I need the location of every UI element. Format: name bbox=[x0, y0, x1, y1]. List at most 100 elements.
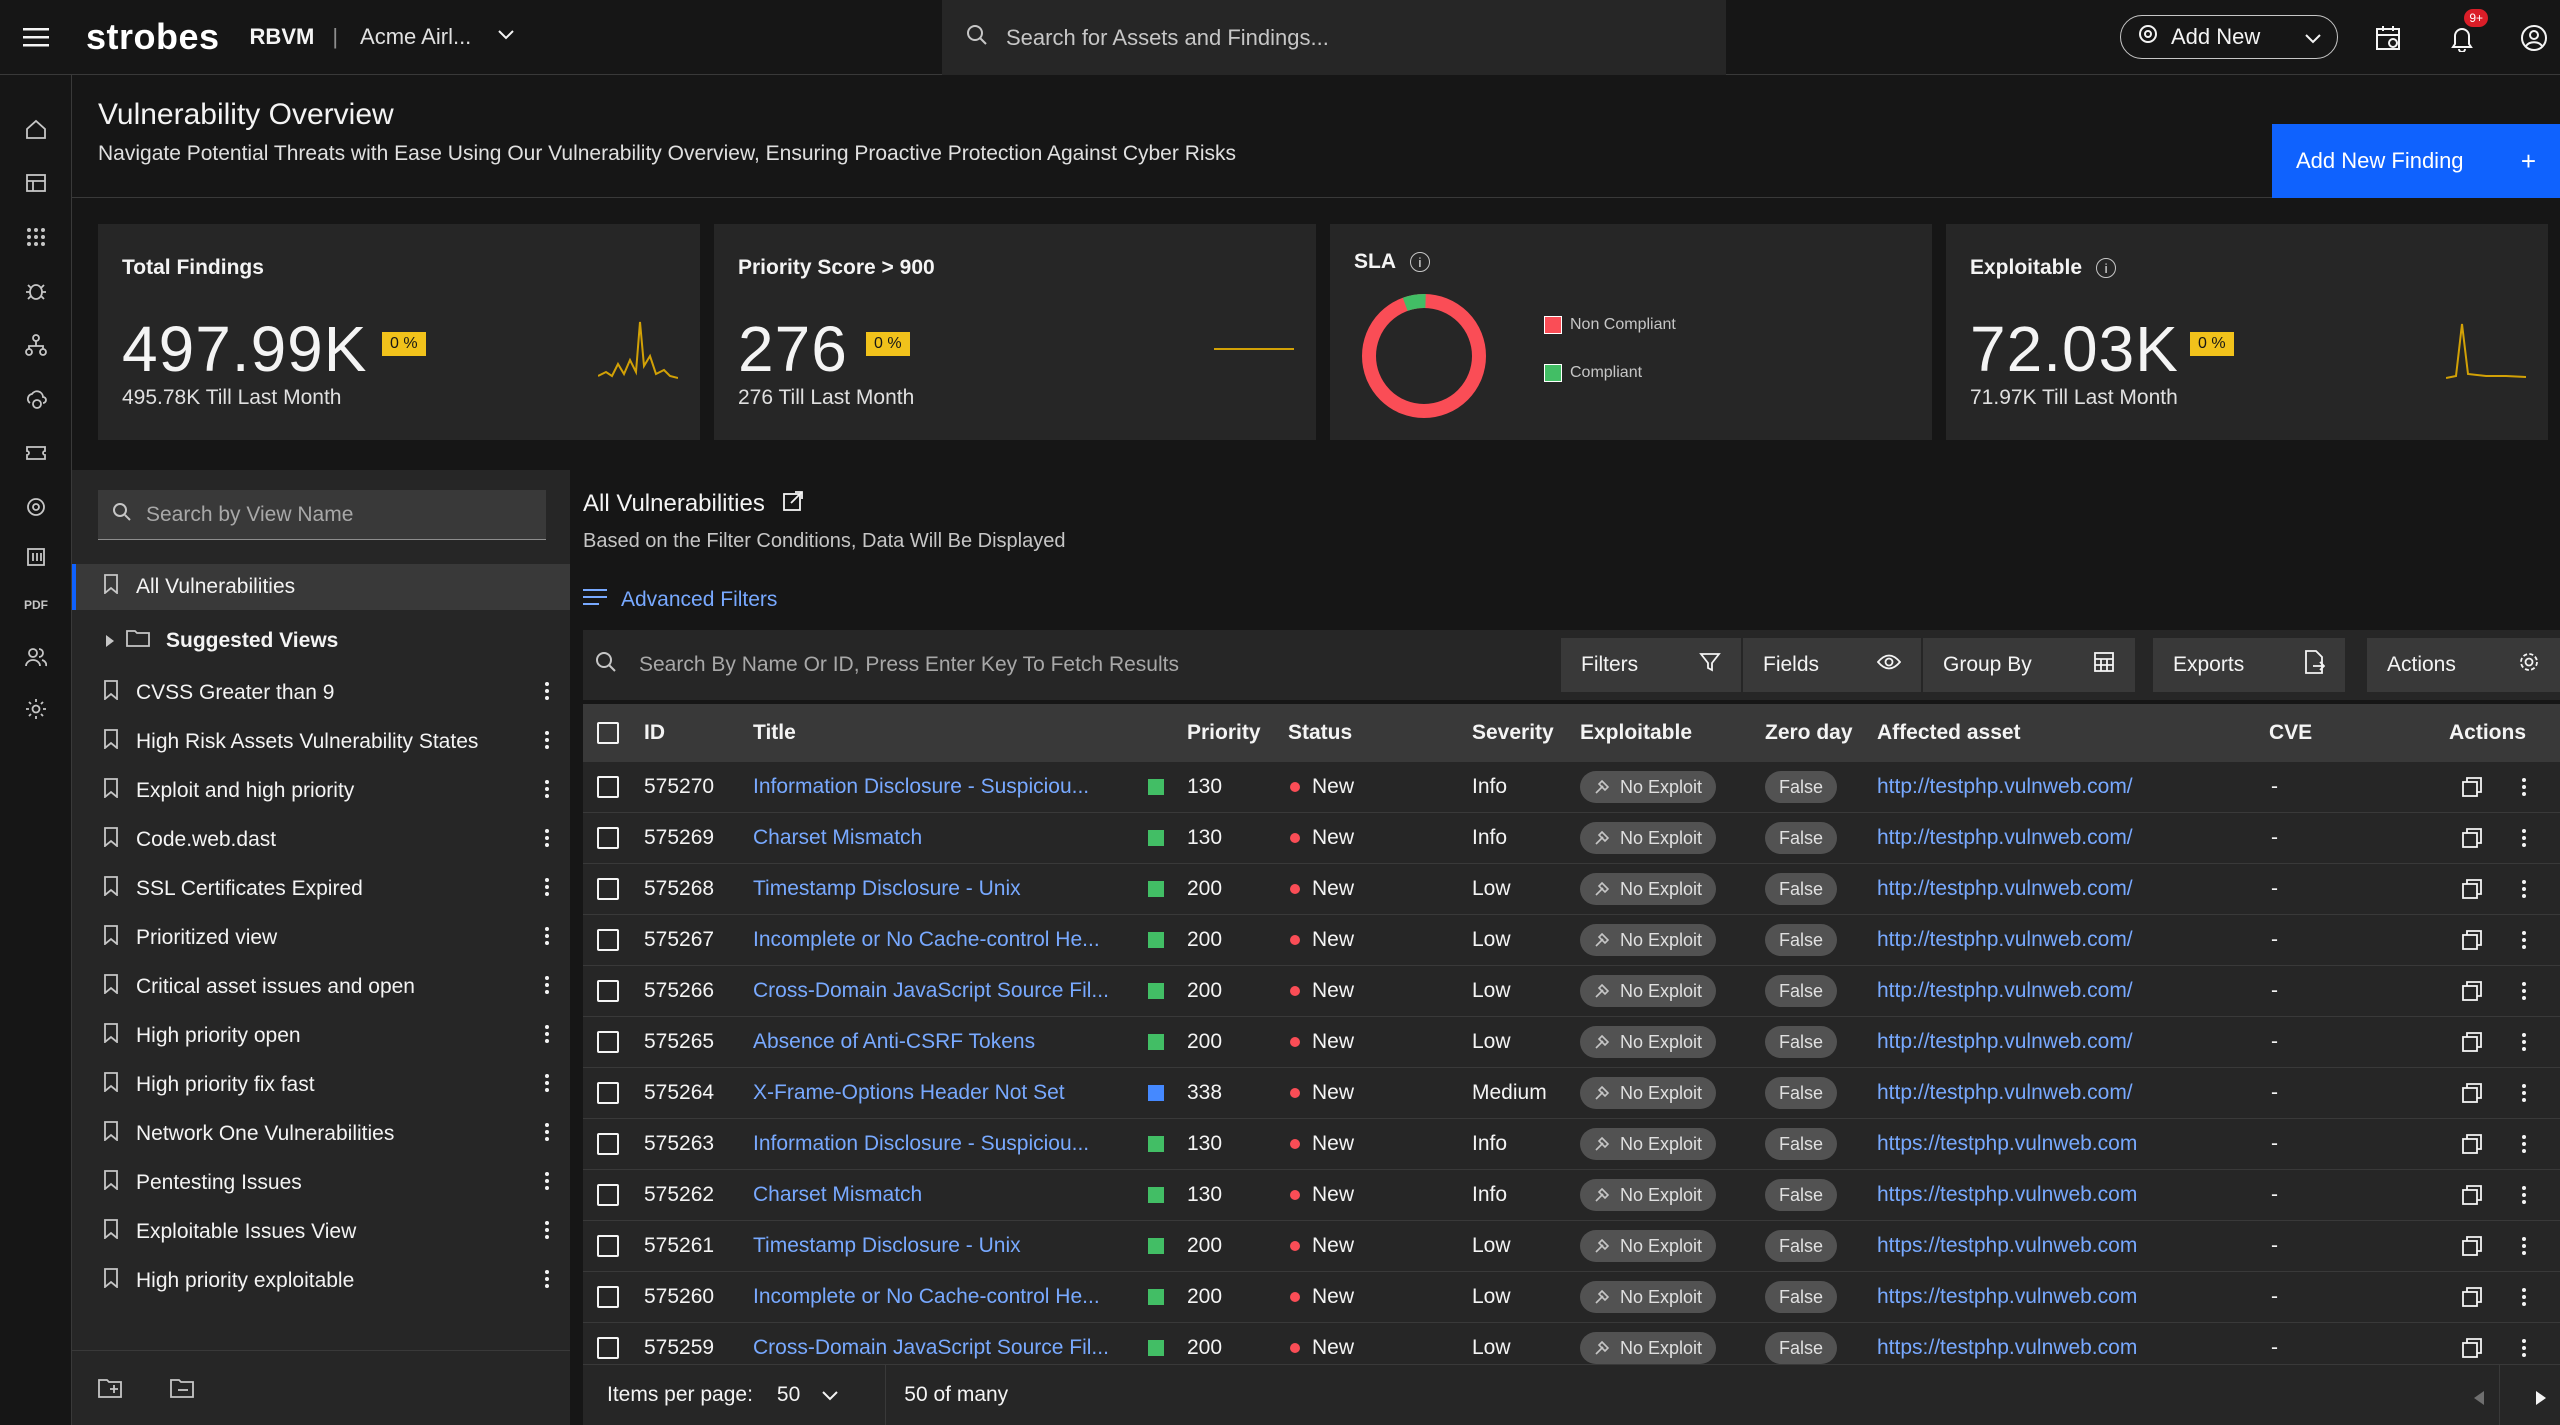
menu-icon[interactable] bbox=[0, 0, 72, 75]
ticket-icon[interactable] bbox=[20, 437, 52, 469]
select-all-checkbox[interactable] bbox=[597, 704, 619, 762]
overflow-menu-icon[interactable] bbox=[2521, 1068, 2527, 1118]
info-icon[interactable]: i bbox=[1410, 252, 1430, 272]
overflow-menu-icon[interactable] bbox=[544, 1121, 550, 1149]
add-new-finding-button[interactable]: Add New Finding + bbox=[2272, 124, 2560, 198]
cloud-sync-icon[interactable] bbox=[20, 383, 52, 415]
overflow-menu-icon[interactable] bbox=[2521, 1272, 2527, 1322]
cell-title-link[interactable]: Incomplete or No Cache-control He... bbox=[753, 1285, 1100, 1308]
cell-title-link[interactable]: X-Frame-Options Header Not Set bbox=[753, 1081, 1065, 1104]
caret-left-icon[interactable] bbox=[2474, 1387, 2484, 1411]
overflow-menu-icon[interactable] bbox=[544, 729, 550, 757]
table-row[interactable]: 575261 Timestamp Disclosure - Unix 200 New L… bbox=[583, 1221, 2560, 1272]
row-checkbox[interactable] bbox=[597, 762, 619, 812]
table-row[interactable]: 575270 Information Disclosure - Suspiciou… bbox=[583, 762, 2560, 813]
cell-affected-asset-link[interactable]: https://testphp.vulnweb.com bbox=[1877, 1285, 2138, 1308]
cell-affected-asset-link[interactable]: https://testphp.vulnweb.com bbox=[1877, 1336, 2138, 1359]
view-item[interactable]: High priority exploitable bbox=[72, 1258, 570, 1304]
row-checkbox[interactable] bbox=[597, 813, 619, 863]
table-row[interactable]: 575262 Charset Mismatch 130 New Info No Explo… bbox=[583, 1170, 2560, 1221]
overflow-menu-icon[interactable] bbox=[544, 1219, 550, 1247]
col-header-title[interactable]: Title bbox=[753, 721, 796, 744]
view-item[interactable]: Exploit and high priority bbox=[72, 768, 570, 814]
overflow-menu-icon[interactable] bbox=[544, 974, 550, 1002]
chevron-down-icon[interactable] bbox=[497, 28, 515, 46]
col-header-status[interactable]: Status bbox=[1288, 721, 1353, 744]
cell-title-link[interactable]: Cross-Domain JavaScript Source Fil... bbox=[753, 979, 1109, 1002]
logo[interactable]: strobes bbox=[86, 16, 220, 57]
view-item[interactable]: High priority open bbox=[72, 1013, 570, 1059]
col-header-affected-asset[interactable]: Affected asset bbox=[1877, 721, 2021, 744]
view-item[interactable]: Code.web.dast bbox=[72, 817, 570, 863]
col-header-severity[interactable]: Severity bbox=[1472, 721, 1554, 744]
overflow-menu-icon[interactable] bbox=[2521, 864, 2527, 914]
overflow-menu-icon[interactable] bbox=[544, 925, 550, 953]
cell-title-link[interactable]: Information Disclosure - Suspiciou... bbox=[753, 1132, 1090, 1155]
table-row[interactable]: 575260 Incomplete or No Cache-control He.… bbox=[583, 1272, 2560, 1323]
overflow-menu-icon[interactable] bbox=[2521, 1323, 2527, 1373]
view-search-input[interactable]: Search by View Name bbox=[98, 490, 546, 540]
apps-grid-icon[interactable] bbox=[20, 221, 52, 253]
row-checkbox[interactable] bbox=[597, 1323, 619, 1373]
calendar-icon[interactable] bbox=[2368, 18, 2408, 58]
report-icon[interactable] bbox=[20, 541, 52, 573]
view-item[interactable]: Network One Vulnerabilities bbox=[72, 1111, 570, 1157]
overflow-menu-icon[interactable] bbox=[544, 1023, 550, 1051]
view-item[interactable]: SSL Certificates Expired bbox=[72, 866, 570, 912]
add-new-button[interactable]: Add New bbox=[2120, 15, 2338, 59]
cell-affected-asset-link[interactable]: http://testphp.vulnweb.com/ bbox=[1877, 1081, 2133, 1104]
row-checkbox[interactable] bbox=[597, 966, 619, 1016]
group-by-button[interactable]: Group By bbox=[1923, 638, 2135, 692]
col-header-id[interactable]: ID bbox=[644, 721, 665, 744]
table-row[interactable]: 575268 Timestamp Disclosure - Unix 200 New L… bbox=[583, 864, 2560, 915]
fields-button[interactable]: Fields bbox=[1743, 638, 1921, 692]
row-checkbox[interactable] bbox=[597, 1170, 619, 1220]
cell-title-link[interactable]: Cross-Domain JavaScript Source Fil... bbox=[753, 1336, 1109, 1359]
settings-gear-icon[interactable] bbox=[20, 693, 52, 725]
overflow-menu-icon[interactable] bbox=[544, 680, 550, 708]
exports-button[interactable]: Exports bbox=[2153, 638, 2345, 692]
view-item[interactable]: High Risk Assets Vulnerability States bbox=[72, 719, 570, 765]
cell-affected-asset-link[interactable]: http://testphp.vulnweb.com/ bbox=[1877, 775, 2133, 798]
col-header-exploitable[interactable]: Exploitable bbox=[1580, 721, 1693, 744]
items-per-page-select[interactable]: 50 bbox=[777, 1383, 838, 1407]
bug-icon[interactable] bbox=[20, 275, 52, 307]
table-row[interactable]: 575267 Incomplete or No Cache-control He.… bbox=[583, 915, 2560, 966]
overflow-menu-icon[interactable] bbox=[544, 827, 550, 855]
advanced-filters-link[interactable]: Advanced Filters bbox=[583, 588, 777, 612]
user-avatar-icon[interactable] bbox=[2514, 18, 2554, 58]
copy-icon[interactable] bbox=[2461, 1068, 2483, 1118]
row-checkbox[interactable] bbox=[597, 864, 619, 914]
actions-button[interactable]: Actions bbox=[2367, 638, 2560, 692]
new-folder-icon[interactable] bbox=[98, 1377, 124, 1404]
row-checkbox[interactable] bbox=[597, 1221, 619, 1271]
filters-button[interactable]: Filters bbox=[1561, 638, 1741, 692]
cell-title-link[interactable]: Charset Mismatch bbox=[753, 1183, 923, 1206]
folder-suggested-views[interactable]: Suggested Views bbox=[72, 618, 570, 664]
col-header-cve[interactable]: CVE bbox=[2269, 721, 2313, 744]
table-row[interactable]: 575263 Information Disclosure - Suspiciou… bbox=[583, 1119, 2560, 1170]
users-icon[interactable] bbox=[20, 641, 52, 673]
table-row[interactable]: 575264 X-Frame-Options Header Not Set 338 N… bbox=[583, 1068, 2560, 1119]
notification-bell-icon[interactable]: 9+ bbox=[2442, 9, 2488, 58]
cell-affected-asset-link[interactable]: http://testphp.vulnweb.com/ bbox=[1877, 928, 2133, 951]
global-search-input[interactable]: Search for Assets and Findings... bbox=[942, 0, 1726, 75]
copy-icon[interactable] bbox=[2461, 966, 2483, 1016]
overflow-menu-icon[interactable] bbox=[544, 1268, 550, 1296]
copy-icon[interactable] bbox=[2461, 1119, 2483, 1169]
cell-title-link[interactable]: Absence of Anti-CSRF Tokens bbox=[753, 1030, 1036, 1053]
overflow-menu-icon[interactable] bbox=[2521, 762, 2527, 812]
row-checkbox[interactable] bbox=[597, 1119, 619, 1169]
overflow-menu-icon[interactable] bbox=[2521, 1170, 2527, 1220]
cell-affected-asset-link[interactable]: http://testphp.vulnweb.com/ bbox=[1877, 877, 2133, 900]
copy-icon[interactable] bbox=[2461, 1323, 2483, 1373]
cell-affected-asset-link[interactable]: https://testphp.vulnweb.com bbox=[1877, 1183, 2138, 1206]
cell-affected-asset-link[interactable]: https://testphp.vulnweb.com bbox=[1877, 1234, 2138, 1257]
overflow-menu-icon[interactable] bbox=[2521, 813, 2527, 863]
cell-affected-asset-link[interactable]: http://testphp.vulnweb.com/ bbox=[1877, 979, 2133, 1002]
copy-icon[interactable] bbox=[2461, 1221, 2483, 1271]
row-checkbox[interactable] bbox=[597, 1272, 619, 1322]
col-header-priority[interactable]: Priority bbox=[1187, 721, 1261, 744]
overflow-menu-icon[interactable] bbox=[2521, 1119, 2527, 1169]
dashboard-icon[interactable] bbox=[20, 167, 52, 199]
